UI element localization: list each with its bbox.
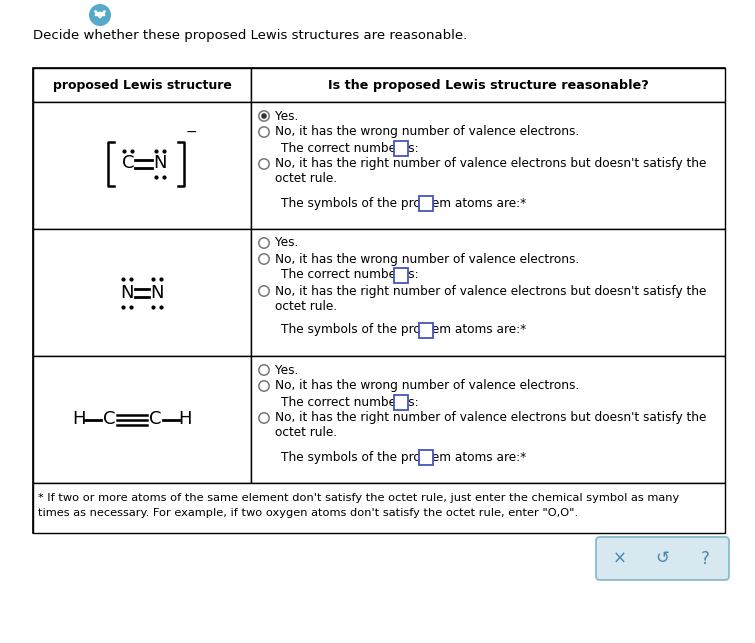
Text: −: − bbox=[186, 125, 198, 138]
Text: No, it has the right number of valence electrons but doesn't satisfy the: No, it has the right number of valence e… bbox=[275, 158, 707, 170]
Bar bbox=[419, 195, 433, 210]
Text: ↺: ↺ bbox=[655, 550, 669, 568]
Bar bbox=[394, 267, 408, 282]
Text: N: N bbox=[153, 154, 167, 172]
Text: proposed Lewis structure: proposed Lewis structure bbox=[53, 78, 232, 91]
Bar bbox=[33, 102, 251, 229]
Text: The symbols of the problem atoms are:*: The symbols of the problem atoms are:* bbox=[281, 323, 526, 336]
Text: No, it has the right number of valence electrons but doesn't satisfy the: No, it has the right number of valence e… bbox=[275, 284, 707, 298]
Text: Decide whether these proposed Lewis structures are reasonable.: Decide whether these proposed Lewis stru… bbox=[33, 30, 467, 42]
Bar bbox=[419, 449, 433, 464]
Text: The symbols of the problem atoms are:*: The symbols of the problem atoms are:* bbox=[281, 197, 526, 210]
Text: Yes.: Yes. bbox=[275, 237, 298, 249]
Text: octet rule.: octet rule. bbox=[275, 172, 337, 185]
Text: C: C bbox=[103, 410, 116, 428]
Text: C: C bbox=[149, 410, 162, 428]
Bar bbox=[394, 141, 408, 156]
Text: times as necessary. For example, if two oxygen atoms don't satisfy the octet rul: times as necessary. For example, if two … bbox=[38, 508, 578, 518]
Text: The correct number is:: The correct number is: bbox=[281, 141, 418, 154]
Bar bbox=[33, 483, 725, 533]
Bar bbox=[33, 68, 725, 533]
Text: Yes.: Yes. bbox=[275, 363, 298, 377]
Bar bbox=[394, 395, 408, 410]
Bar bbox=[251, 356, 725, 483]
Text: * If two or more atoms of the same element don't satisfy the octet rule, just en: * If two or more atoms of the same eleme… bbox=[38, 493, 680, 503]
Text: The symbols of the problem atoms are:*: The symbols of the problem atoms are:* bbox=[281, 451, 526, 464]
Circle shape bbox=[89, 4, 111, 26]
Bar bbox=[419, 323, 433, 338]
Text: N: N bbox=[150, 284, 164, 302]
Text: No, it has the wrong number of valence electrons.: No, it has the wrong number of valence e… bbox=[275, 253, 579, 266]
Bar bbox=[33, 356, 251, 483]
Text: No, it has the wrong number of valence electrons.: No, it has the wrong number of valence e… bbox=[275, 379, 579, 392]
Text: N: N bbox=[120, 284, 134, 302]
Text: No, it has the wrong number of valence electrons.: No, it has the wrong number of valence e… bbox=[275, 125, 579, 138]
FancyBboxPatch shape bbox=[596, 537, 729, 580]
Text: The correct number is:: The correct number is: bbox=[281, 395, 418, 408]
Bar bbox=[251, 229, 725, 356]
Text: octet rule.: octet rule. bbox=[275, 426, 337, 440]
Bar bbox=[33, 68, 251, 102]
Text: ?: ? bbox=[701, 550, 710, 568]
Bar bbox=[251, 68, 725, 102]
Text: H: H bbox=[178, 410, 192, 428]
Bar bbox=[33, 229, 251, 356]
Text: The correct number is:: The correct number is: bbox=[281, 269, 418, 282]
Bar bbox=[251, 102, 725, 229]
Text: No, it has the right number of valence electrons but doesn't satisfy the: No, it has the right number of valence e… bbox=[275, 412, 707, 424]
Text: Yes.: Yes. bbox=[275, 109, 298, 123]
Text: C: C bbox=[122, 154, 134, 172]
Text: ×: × bbox=[613, 550, 627, 568]
Text: octet rule.: octet rule. bbox=[275, 300, 337, 312]
Text: H: H bbox=[72, 410, 86, 428]
Circle shape bbox=[261, 113, 267, 119]
Text: Is the proposed Lewis structure reasonable?: Is the proposed Lewis structure reasonab… bbox=[328, 78, 649, 91]
